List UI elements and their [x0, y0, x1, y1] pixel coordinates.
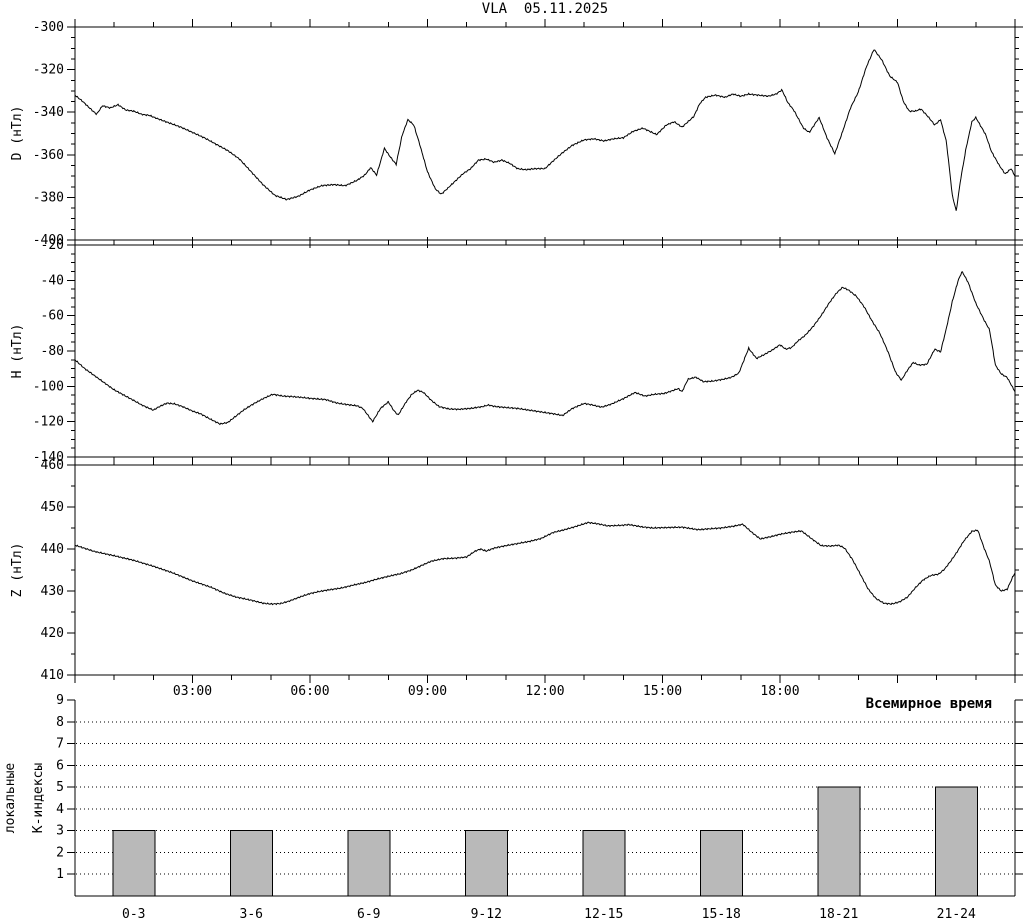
y-axis-label-d: D (нТл): [10, 106, 25, 161]
series-Z: [74, 521, 1016, 606]
k-category-label: 0-3: [122, 907, 145, 921]
y-tick-label-Z: 460: [41, 458, 64, 473]
plot-title: VLA 05.11.2025: [482, 1, 608, 17]
y-tick-label-D: -400: [33, 233, 64, 248]
k-index-bar: [699, 830, 743, 897]
y-tick-label-D: -320: [33, 63, 64, 78]
y-tick-label-Z: 420: [41, 626, 64, 641]
y-tick-label-Z: 410: [41, 668, 64, 683]
panel-frame-Z: [74, 464, 1016, 676]
k-tick-label: 1: [56, 867, 64, 882]
time-tick-label: 09:00: [408, 684, 447, 699]
time-tick-label: 03:00: [173, 684, 212, 699]
k-category-label: 18-21: [819, 907, 858, 921]
series-layer: [74, 49, 1016, 606]
k-category-label: 9-12: [471, 907, 502, 921]
k-tick-label: 5: [56, 780, 64, 795]
tick-labels-layer: -300 -320 -340 -360 -380 -400-20 -40 -60 -80 -100…: [33, 20, 976, 921]
y-tick-label-H: -100: [33, 379, 64, 394]
panel-frame-H: [74, 244, 1016, 458]
k-index-bar: [112, 830, 156, 897]
y-tick-label-H: -120: [33, 415, 64, 430]
y-tick-label-H: -20: [41, 238, 64, 253]
y-tick-label-H: -80: [41, 344, 64, 359]
k-index-bar: [229, 830, 273, 897]
series-H: [74, 271, 1016, 426]
bars-layer: [112, 786, 978, 897]
axes-layer: [67, 19, 1023, 897]
y-tick-label-Z: 450: [41, 500, 64, 515]
k-tick-label: 7: [56, 737, 64, 752]
y-tick-label-D: -360: [33, 148, 64, 163]
k-index-bar: [934, 786, 978, 897]
time-tick-label: 06:00: [290, 684, 329, 699]
k-tick-label: 2: [56, 845, 64, 860]
k-category-label: 15-18: [702, 907, 741, 921]
y-axis-label-z: Z (нТл): [10, 543, 25, 598]
y-tick-label-D: -340: [33, 105, 64, 120]
k-tick-label: 3: [56, 824, 64, 839]
series-D: [74, 49, 1016, 211]
k-category-label: 21-24: [937, 907, 976, 921]
y-tick-label-D: -300: [33, 20, 64, 35]
k-index-bar: [817, 786, 861, 897]
k-index-bar: [582, 830, 626, 897]
panel-frame-D: [74, 26, 1016, 241]
k-tick-label: 9: [56, 693, 64, 708]
y-tick-label-Z: 430: [41, 584, 64, 599]
k-category-label: 3-6: [240, 907, 263, 921]
y-axis-label-k-line1: локальные: [3, 763, 18, 834]
time-tick-label: 15:00: [643, 684, 682, 699]
y-axis-label-k-line2: К-индексы: [31, 763, 46, 834]
y-tick-label-Z: 440: [41, 542, 64, 557]
time-tick-label: 18:00: [760, 684, 799, 699]
x-axis-label: Всемирное время: [866, 696, 992, 712]
y-tick-label-H: -140: [33, 450, 64, 465]
y-tick-label-H: -60: [41, 309, 64, 324]
y-axis-label-h: H (нТл): [10, 324, 25, 379]
k-tick-label: 8: [56, 715, 64, 730]
k-index-bar: [464, 830, 508, 897]
k-category-label: 6-9: [357, 907, 380, 921]
gridlines-layer: [76, 721, 1014, 875]
y-tick-label-H: -40: [41, 273, 64, 288]
time-tick-label: 12:00: [525, 684, 564, 699]
y-tick-label-D: -380: [33, 190, 64, 205]
k-category-label: 12-15: [584, 907, 623, 921]
k-index-bar: [347, 830, 391, 897]
k-tick-label: 4: [56, 802, 64, 817]
k-tick-label: 6: [56, 758, 64, 773]
